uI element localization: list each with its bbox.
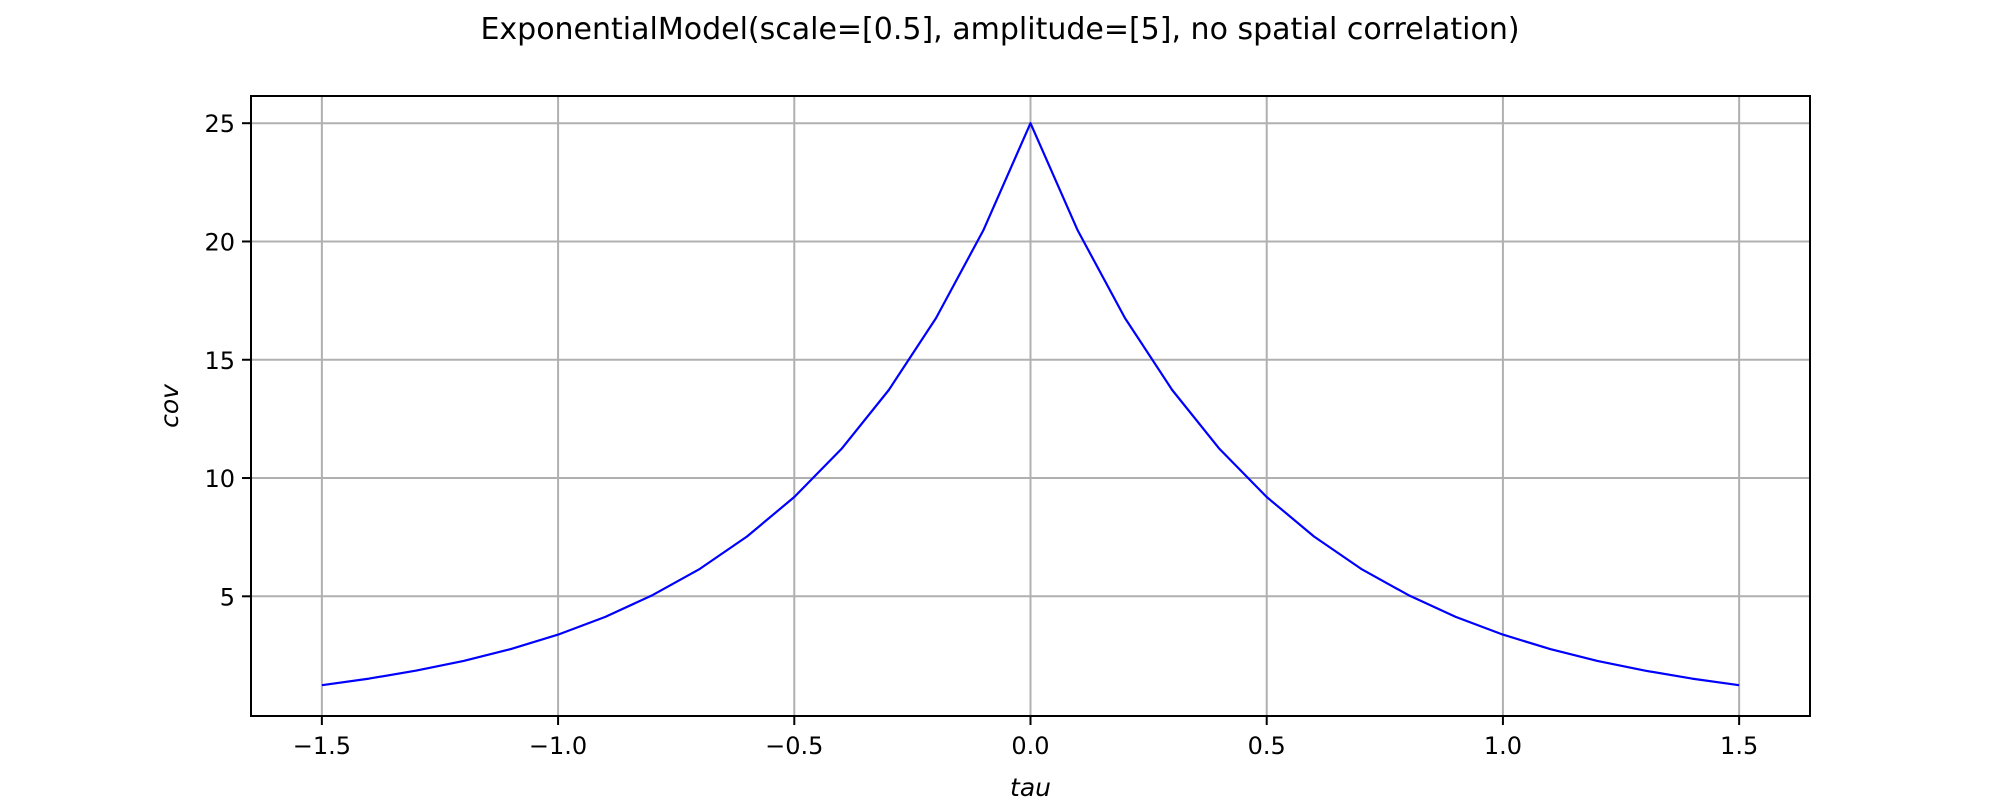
y-tick-label: 20 [204,228,235,256]
x-tick-label: −1.0 [529,732,587,760]
series-layer [321,122,1740,687]
x-tick-label: −1.5 [293,732,351,760]
y-tick-label: 5 [220,583,235,611]
x-axis-label: tau [1010,773,1051,800]
y-axis-label: cov [155,383,184,428]
x-tick-label: −0.5 [765,732,823,760]
x-tick-label: 0.5 [1248,732,1286,760]
axis-ticks: −1.5 −1.0 −0.5 0.0 0.5 1.0 1.5 5 10 15 20 25 [204,110,1758,760]
series-line [321,122,1740,687]
y-tick-label: 10 [204,465,235,493]
y-tick-label: 25 [204,110,235,138]
x-tick-label: 1.0 [1484,732,1522,760]
y-tick-label: 15 [204,347,235,375]
chart-title: ExponentialModel(scale=[0.5], amplitude=… [480,12,1520,47]
x-tick-label: 0.0 [1011,732,1049,760]
x-tick-label: 1.5 [1720,732,1758,760]
grid-lines [251,96,1810,716]
